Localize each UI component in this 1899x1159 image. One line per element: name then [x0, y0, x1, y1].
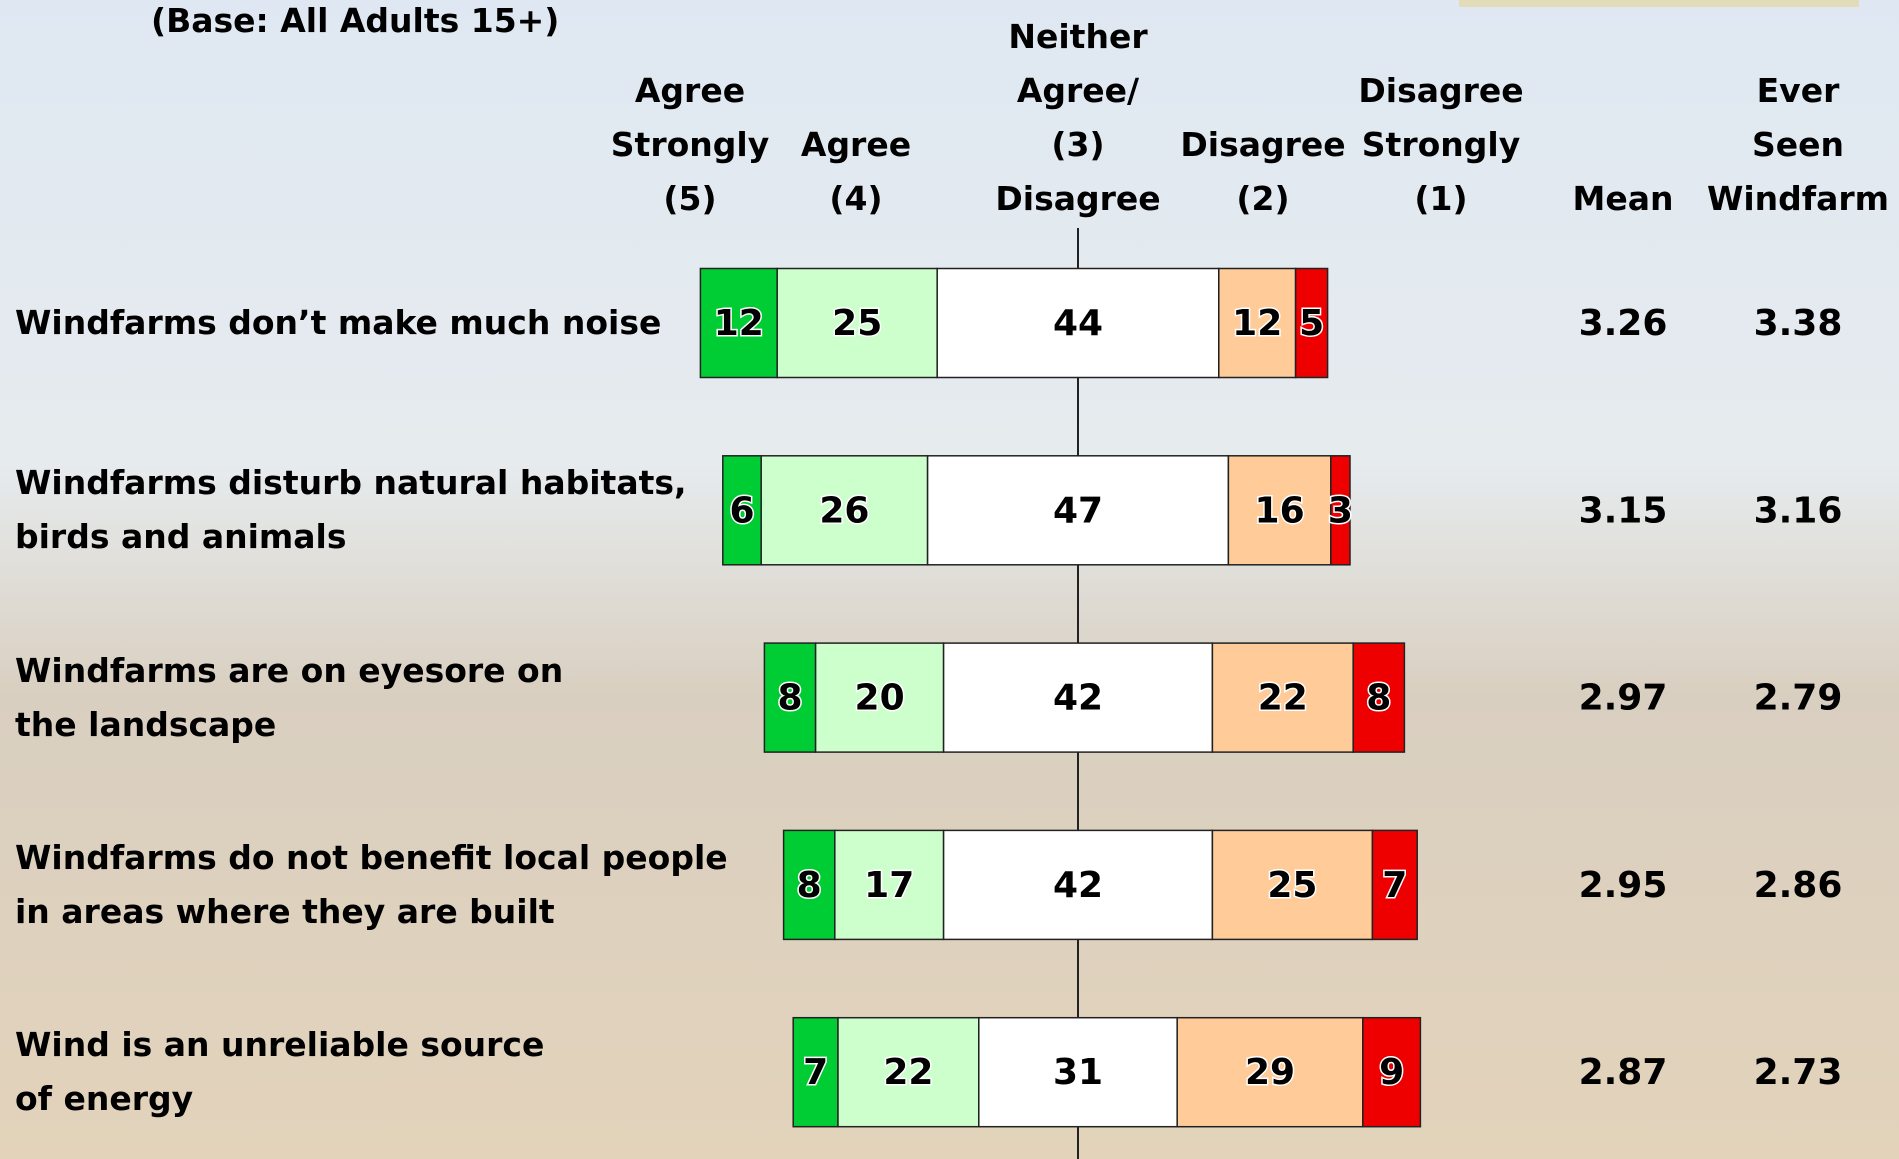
data-label: 44: [1053, 303, 1103, 344]
data-label: 8: [797, 865, 822, 906]
data-label: 26: [819, 490, 869, 531]
category-label: Windfarms do not benefit local people in…: [15, 837, 728, 931]
column-value: 2.95: [1579, 865, 1668, 906]
category-label: Wind is an unreliable source of energy: [15, 1025, 545, 1119]
column-value: 2.73: [1754, 1052, 1843, 1093]
decoration: [1459, 0, 1859, 7]
bar-segment: [1176, 1016, 1364, 1128]
bar-segment: [1371, 829, 1418, 941]
data-label: 22: [883, 1052, 933, 1093]
bar-segment: [1330, 455, 1351, 566]
data-label: 25: [1267, 865, 1317, 906]
data-label: 29: [1245, 1052, 1295, 1093]
data-label: 31: [1053, 1052, 1103, 1093]
bar-segment: [776, 267, 938, 379]
column-value: 2.97: [1579, 678, 1668, 719]
chart-title: (Base: All Adults 15+): [151, 1, 560, 40]
legend-header: Agree (4): [800, 125, 912, 218]
bar-segment: [1362, 1016, 1422, 1128]
bar-segment: [942, 829, 1214, 941]
data-label: 9: [1379, 1052, 1404, 1093]
bar-segment: [837, 1016, 980, 1128]
bar-segment: [760, 455, 929, 566]
data-label: 7: [803, 1052, 828, 1093]
bar-segment: [936, 267, 1220, 379]
column-value: 3.26: [1579, 303, 1668, 344]
bar-segment: [926, 455, 1230, 566]
bar-segment: [1352, 642, 1406, 753]
data-label: 12: [1232, 303, 1282, 344]
data-label: 22: [1258, 678, 1308, 719]
legend-header: Neither Agree/ (3) Disagree: [995, 17, 1161, 218]
data-label: 8: [1366, 678, 1391, 719]
bar-segment: [782, 829, 836, 941]
bar-segment: [834, 829, 945, 941]
data-label: 7: [1382, 865, 1407, 906]
bar-segment: [978, 1016, 1178, 1128]
data-label: 12: [714, 303, 764, 344]
bar-segment: [1211, 642, 1354, 753]
bar-segment: [942, 642, 1214, 753]
data-label: 16: [1255, 490, 1305, 531]
legend-header: Disagree Strongly (1): [1358, 71, 1524, 218]
column-value: 2.86: [1754, 865, 1843, 906]
data-label: 17: [864, 865, 914, 906]
data-label: 20: [855, 678, 905, 719]
data-label: 3: [1328, 490, 1353, 531]
bar-segment: [763, 642, 817, 753]
column-value: 3.16: [1754, 490, 1843, 531]
legend-header: Agree Strongly (5): [610, 71, 770, 218]
data-label: 47: [1053, 490, 1103, 531]
bar-segment: [722, 455, 762, 566]
bar-segment: [1218, 267, 1297, 379]
data-label: 6: [729, 490, 754, 531]
data-label: 42: [1053, 678, 1103, 719]
column-value: 3.38: [1754, 303, 1843, 344]
column-value: 2.79: [1754, 678, 1843, 719]
column-header: Mean: [1572, 179, 1674, 218]
data-label: 8: [777, 678, 802, 719]
category-label: Windfarms are on eyesore on the landscap…: [15, 650, 564, 744]
bar-segment: [699, 267, 778, 379]
bar-segment: [1294, 267, 1329, 379]
data-label: 42: [1053, 865, 1103, 906]
data-label: 25: [832, 303, 882, 344]
column-header: Ever Seen Windfarm: [1706, 71, 1890, 218]
column-value: 3.15: [1579, 490, 1668, 531]
column-value: 2.87: [1579, 1052, 1668, 1093]
category-label: Windfarms don’t make much noise: [15, 303, 662, 342]
data-label: 5: [1299, 303, 1324, 344]
category-label: Windfarms disturb natural habitats, bird…: [15, 463, 687, 557]
legend-header: Disagree (2): [1180, 125, 1346, 218]
bar-segment: [1211, 829, 1374, 941]
